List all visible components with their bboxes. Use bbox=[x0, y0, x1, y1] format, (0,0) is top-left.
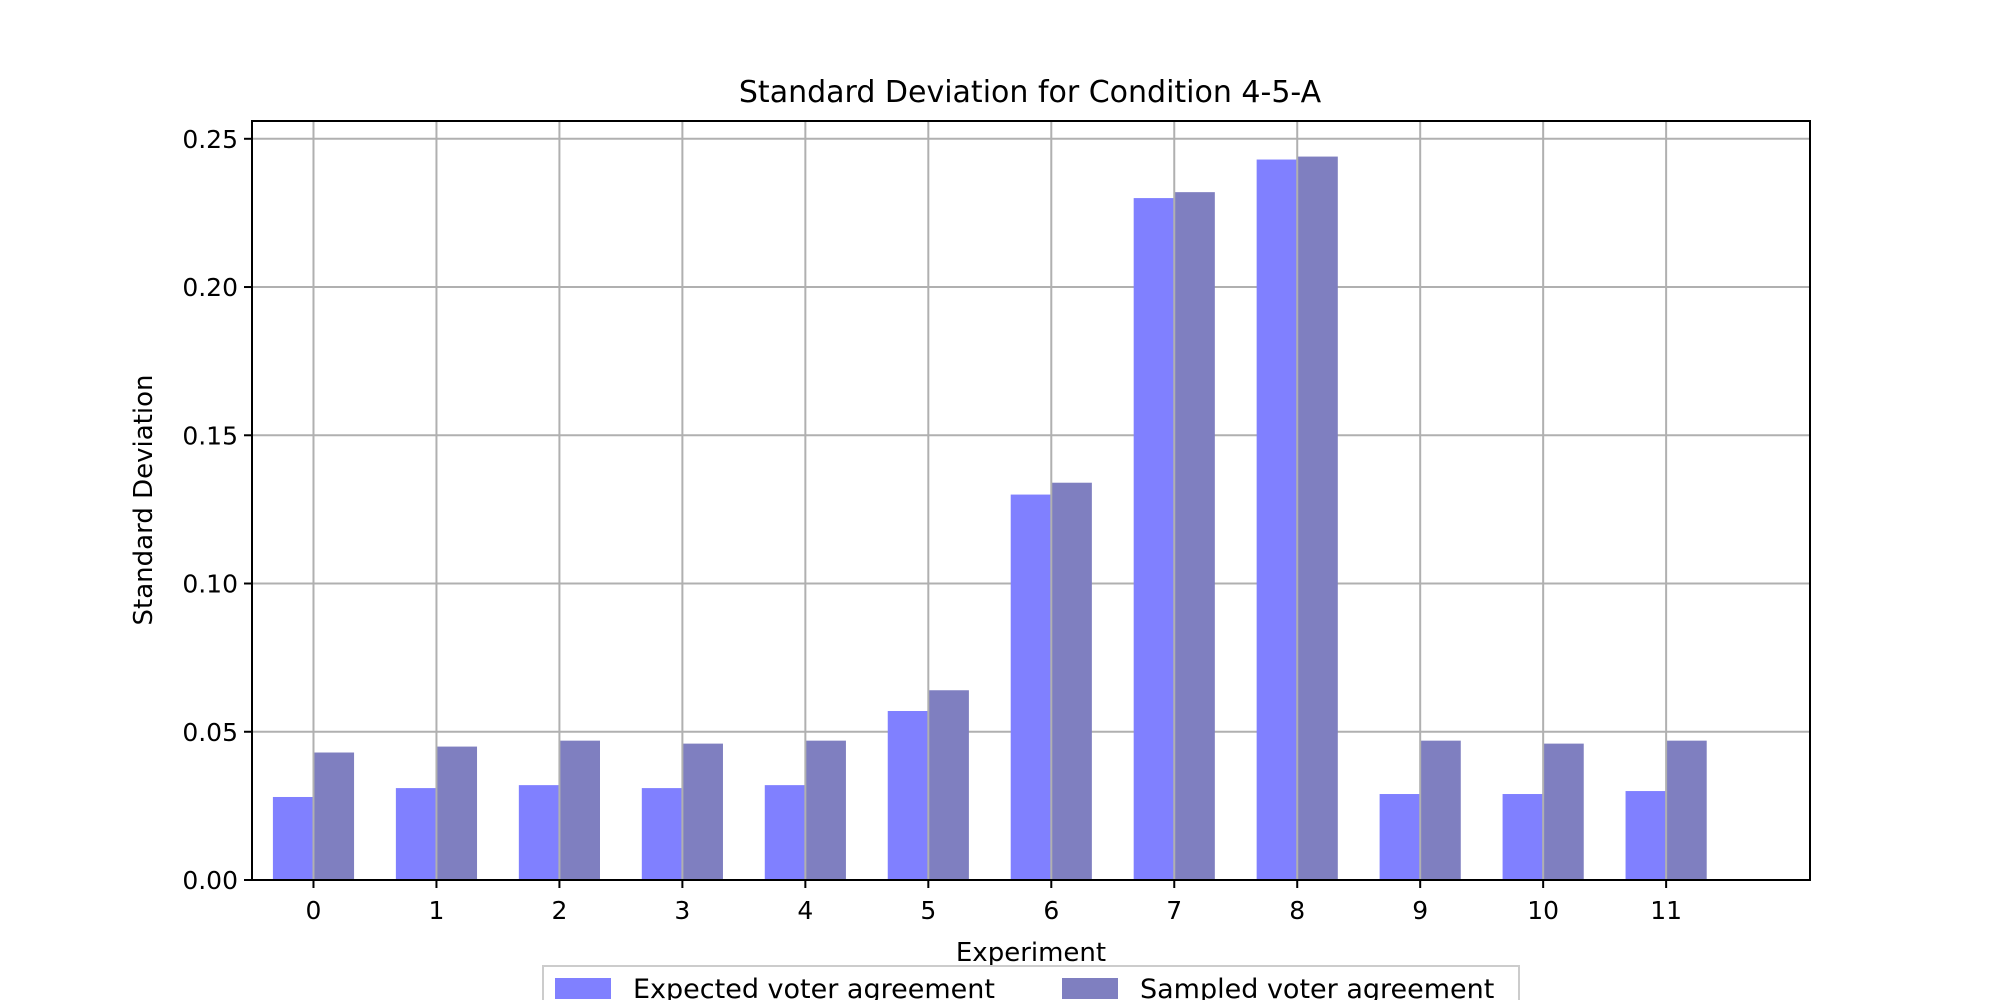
x-tick-label: 3 bbox=[674, 896, 690, 925]
plot-frame bbox=[251, 120, 1811, 881]
y-axis-label: Standard Deviation bbox=[129, 375, 159, 626]
y-tick-label: 0.10 bbox=[182, 570, 238, 599]
x-tick-label: 7 bbox=[1166, 896, 1182, 925]
x-tick-label: 5 bbox=[920, 896, 936, 925]
bar-expected-9 bbox=[1379, 794, 1421, 880]
y-tick-label: 0.20 bbox=[182, 273, 238, 302]
bar-expected-7 bbox=[1133, 198, 1175, 880]
bar-expected-2 bbox=[518, 785, 560, 880]
y-tick-label: 0.00 bbox=[182, 866, 238, 895]
bar-expected-11 bbox=[1625, 791, 1667, 880]
bar-sampled-10 bbox=[1543, 743, 1584, 880]
y-tick-label: 0.05 bbox=[182, 718, 238, 747]
y-tick-label: 0.25 bbox=[182, 125, 238, 154]
x-tick-label: 0 bbox=[306, 896, 322, 925]
bar-sampled-4 bbox=[805, 740, 846, 880]
legend-swatch-sampled bbox=[1062, 978, 1118, 999]
x-tick-label: 8 bbox=[1289, 896, 1305, 925]
legend: Expected voter agreement Sampled voter a… bbox=[542, 965, 1520, 1005]
bar-sampled-11 bbox=[1666, 740, 1707, 880]
bar-sampled-8 bbox=[1297, 156, 1338, 880]
bar-expected-6 bbox=[1010, 494, 1052, 880]
x-tick-label: 1 bbox=[428, 896, 444, 925]
x-tick-label: 2 bbox=[551, 896, 567, 925]
legend-label-expected: Expected voter agreement bbox=[633, 974, 995, 1000]
bar-expected-10 bbox=[1502, 794, 1544, 880]
x-tick-label: 10 bbox=[1527, 896, 1559, 925]
bar-sampled-6 bbox=[1051, 482, 1092, 880]
bar-expected-5 bbox=[887, 711, 929, 880]
bar-sampled-2 bbox=[559, 740, 600, 880]
bar-expected-1 bbox=[395, 788, 437, 880]
bar-expected-3 bbox=[641, 788, 683, 880]
bar-sampled-9 bbox=[1420, 740, 1461, 880]
y-tick-label: 0.15 bbox=[182, 421, 238, 450]
bar-sampled-0 bbox=[313, 752, 355, 880]
bar-sampled-3 bbox=[682, 743, 723, 880]
bar-sampled-1 bbox=[436, 746, 478, 880]
bar-sampled-5 bbox=[928, 690, 969, 880]
vertical-grid-lines bbox=[312, 121, 1668, 880]
axis-ticks: 0.00 0.05 0.10 0.15 0.20 0.25 0 1 2 3 4 5 6 7 8 9 10 11 bbox=[182, 125, 1682, 925]
x-tick-label: 4 bbox=[797, 896, 813, 925]
legend-label-sampled: Sampled voter agreement bbox=[1140, 974, 1494, 1000]
x-tick-label: 9 bbox=[1412, 896, 1428, 925]
bar-expected-0 bbox=[272, 796, 314, 880]
bars bbox=[272, 156, 1707, 880]
bar-expected-4 bbox=[764, 785, 806, 880]
x-tick-label: 11 bbox=[1650, 896, 1682, 925]
chart-title: Standard Deviation for Condition 4-5-A bbox=[739, 75, 1322, 110]
x-tick-label: 6 bbox=[1043, 896, 1059, 925]
legend-box bbox=[542, 965, 1520, 1005]
bar-expected-8 bbox=[1256, 159, 1298, 880]
bar-sampled-7 bbox=[1174, 192, 1215, 880]
legend-swatch-expected bbox=[555, 978, 611, 999]
x-axis-label: Experiment bbox=[956, 938, 1106, 968]
